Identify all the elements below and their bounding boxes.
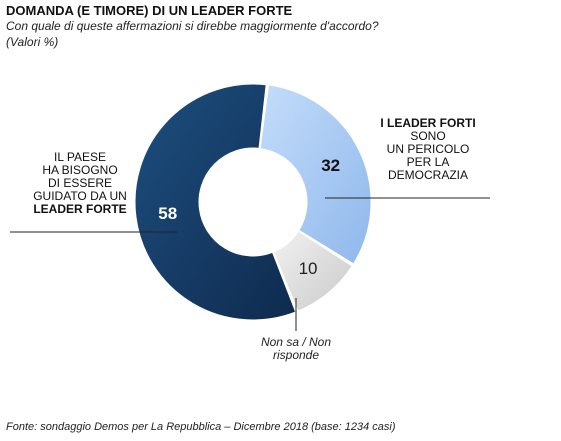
chart-subtitle: Con quale di queste affermazioni si dire…	[6, 19, 379, 33]
value-label-pericolo: 32	[321, 156, 340, 175]
slice-pericolo	[259, 84, 372, 265]
chart-title: DOMANDA (E TIMORE) DI UN LEADER FORTE	[6, 3, 293, 18]
value-label-non-sa: 10	[299, 259, 318, 278]
units-note: (Valori %)	[6, 35, 59, 49]
label-pericolo: I LEADER FORTI SONO UN PERICOLO PER LA D…	[380, 116, 476, 182]
slice-non-sa	[272, 230, 353, 312]
source-footer: Fonte: sondaggio Demos per La Repubblica…	[6, 421, 396, 433]
label-leader-forte: IL PAESE HA BISOGNO DI ESSERE GUIDATO DA…	[33, 150, 127, 216]
value-label-leader-forte: 58	[158, 204, 177, 223]
label-non-sa: Non sa / Non risponde	[260, 335, 332, 362]
slice-leader-forte	[134, 83, 297, 321]
